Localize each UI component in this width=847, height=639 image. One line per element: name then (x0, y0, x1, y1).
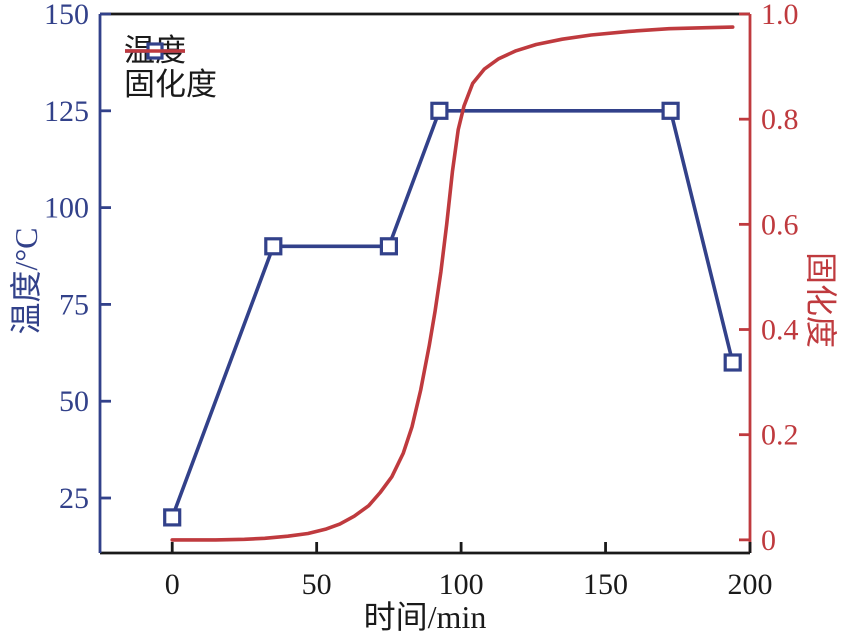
left-y-tick-label: 150 (44, 0, 89, 31)
legend: 温度 固化度 (124, 34, 217, 101)
degree-of-cure-line (170, 25, 735, 542)
left-y-tick-label: 100 (44, 192, 89, 225)
right-y-tick-label: 0.2 (761, 419, 799, 452)
x-tick-label: 50 (302, 568, 332, 601)
right-axis-title: 固化度 (803, 251, 839, 349)
temperature-line (170, 109, 735, 520)
legend-label-degree-of-cure: 固化度 (124, 67, 217, 102)
x-tick-label: 0 (165, 568, 180, 601)
x-axis-title: 时间/min (363, 599, 487, 635)
left-y-tick-label: 125 (44, 95, 89, 128)
left-y-tick-label: 75 (59, 288, 89, 321)
temperature-marker (430, 101, 449, 120)
degree-of-cure-line-swatch (125, 49, 185, 53)
temperature-marker (379, 237, 398, 256)
right-y-tick-label: 0.6 (761, 208, 799, 241)
temperature-marker (723, 353, 742, 372)
right-y-tick-label: 0 (761, 524, 776, 557)
left-axis-title: 温度/°C (8, 227, 44, 335)
x-tick-label: 100 (439, 568, 484, 601)
temperature-marker (163, 508, 182, 527)
left-y-tick-label: 25 (59, 482, 89, 515)
temperature-marker (264, 237, 283, 256)
temperature-marker (661, 101, 680, 120)
right-y-tick-label: 1.0 (761, 0, 799, 31)
right-y-tick-label: 0.4 (761, 314, 799, 347)
legend-item-degree-of-cure: 固化度 (124, 49, 217, 102)
left-y-tick-label: 50 (59, 385, 89, 418)
x-tick-label: 150 (583, 568, 628, 601)
x-tick-label: 200 (728, 568, 773, 601)
right-y-tick-label: 0.8 (761, 103, 799, 136)
